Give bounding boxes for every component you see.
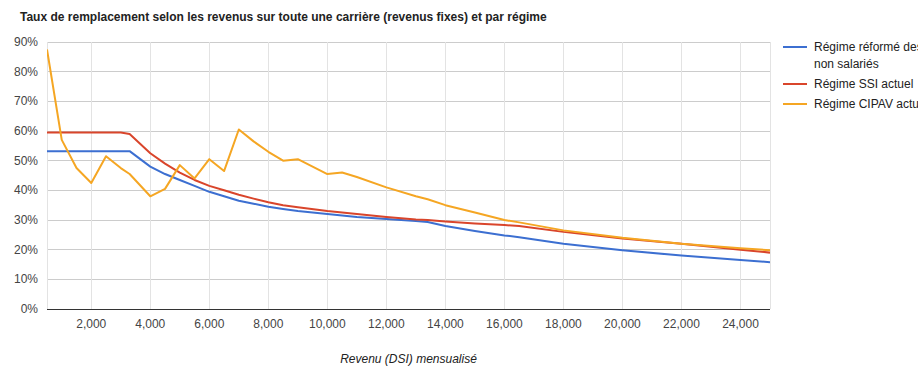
x-grid-line [622, 42, 623, 309]
y-grid-line [47, 131, 770, 132]
chart-title: Taux de remplacement selon les revenus s… [20, 10, 547, 24]
y-grid-line [47, 309, 770, 310]
x-tick-label: 10,000 [309, 317, 346, 331]
x-axis-line [47, 309, 770, 310]
y-grid-line [47, 160, 770, 161]
legend-swatch [783, 46, 807, 48]
x-grid-line [386, 42, 387, 309]
x-grid-line [504, 42, 505, 309]
x-grid-line [268, 42, 269, 309]
x-tick-label: 8,000 [253, 317, 283, 331]
y-grid-line [47, 42, 770, 43]
x-tick-label: 14,000 [427, 317, 464, 331]
y-grid-line [47, 249, 770, 250]
x-grid-line [563, 42, 564, 309]
x-tick-label: 4,000 [135, 317, 165, 331]
plot-edge [47, 42, 48, 309]
legend-label-line: Régime CIPAV actuel [814, 97, 918, 111]
x-grid-line [681, 42, 682, 309]
y-tick-label: 30% [14, 213, 38, 227]
y-tick-label: 50% [14, 154, 38, 168]
x-tick-label: 20,000 [604, 317, 641, 331]
y-grid-line [47, 279, 770, 280]
x-tick-label: 18,000 [545, 317, 582, 331]
legend-label-line: Régime SSI actuel [814, 77, 913, 91]
x-grid-line [209, 42, 210, 309]
chart: Taux de remplacement selon les revenus s… [0, 0, 918, 379]
x-tick-label: 2,000 [76, 317, 106, 331]
y-tick-label: 10% [14, 272, 38, 286]
x-grid-line [91, 42, 92, 309]
legend-label: Régime réformé des non salariés [814, 40, 918, 71]
x-tick-label: 6,000 [194, 317, 224, 331]
legend-label: Régime SSI actuel [814, 77, 913, 91]
y-tick-label: 40% [14, 183, 38, 197]
y-tick-label: 60% [14, 124, 38, 138]
legend-label-line: Régime réformé des [814, 40, 918, 54]
x-tick-label: 22,000 [663, 317, 700, 331]
x-tick-label: 16,000 [486, 317, 523, 331]
y-grid-line [47, 71, 770, 72]
y-grid-line [47, 101, 770, 102]
series-line [47, 151, 770, 262]
x-axis-title: Revenu (DSI) mensualisé [340, 352, 477, 366]
y-tick-label: 0% [21, 302, 39, 316]
y-tick-label: 70% [14, 94, 38, 108]
plot-area [47, 49, 770, 262]
legend-label-line: non salariés [814, 57, 879, 71]
y-tick-label: 20% [14, 243, 38, 257]
legend-swatch [783, 103, 807, 105]
legend-label: Régime CIPAV actuel [814, 97, 918, 111]
x-grid-line [150, 42, 151, 309]
legend-swatch [783, 83, 807, 85]
y-grid-line [47, 190, 770, 191]
x-grid-line [740, 42, 741, 309]
series-line [47, 49, 770, 250]
x-tick-label: 24,000 [722, 317, 759, 331]
y-tick-label: 90% [14, 35, 38, 49]
x-grid-line [445, 42, 446, 309]
x-grid-line [327, 42, 328, 309]
y-tick-label: 80% [14, 65, 38, 79]
plot-edge [770, 42, 771, 309]
x-tick-label: 12,000 [368, 317, 405, 331]
